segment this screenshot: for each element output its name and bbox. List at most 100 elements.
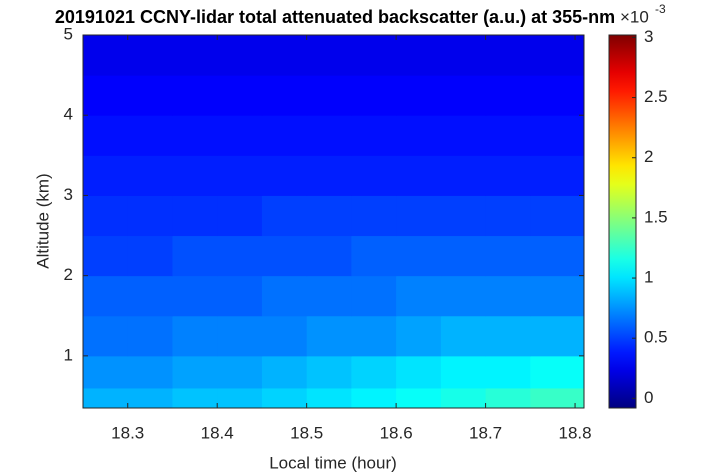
- heatmap-cell: [485, 75, 531, 116]
- heatmap-cell: [306, 155, 352, 196]
- heatmap-cell: [217, 315, 263, 357]
- heatmap-cell: [83, 275, 129, 317]
- heatmap-cell: [172, 235, 218, 277]
- x-tick-label: 18.3: [111, 423, 144, 442]
- heatmap-cell: [217, 387, 263, 409]
- x-tick-label: 18.6: [380, 423, 413, 442]
- heatmap-cell: [440, 35, 487, 76]
- heatmap-cell: [127, 115, 173, 156]
- heatmap-cell: [306, 35, 352, 76]
- heatmap-cell: [396, 315, 442, 357]
- heatmap-cell: [127, 275, 173, 317]
- heatmap-cell: [83, 195, 129, 237]
- heatmap-cell: [127, 155, 173, 196]
- heatmap-cell: [440, 387, 487, 409]
- colorbar-tick-label: 1: [644, 268, 653, 287]
- heatmap-cell: [485, 315, 531, 357]
- heatmap-cell: [530, 387, 585, 409]
- colorbar-tick-label: 2.5: [644, 87, 668, 106]
- heatmap-cell: [172, 275, 218, 317]
- heatmap-cell: [530, 75, 585, 116]
- heatmap-cell: [530, 275, 585, 317]
- colorbar: [608, 34, 637, 409]
- heatmap-cell: [261, 75, 308, 116]
- colorbar-multiplier: ×10: [620, 7, 649, 26]
- chart-title: 20191021 CCNY-lidar total attenuated bac…: [55, 7, 615, 27]
- heatmap-cell: [485, 155, 531, 196]
- heatmap-cell: [351, 155, 397, 196]
- heatmap-cell: [396, 75, 442, 116]
- heatmap-cell: [261, 35, 308, 76]
- y-tick-label: 3: [64, 185, 73, 204]
- heatmap-cell: [127, 315, 173, 357]
- heatmap-cell: [306, 355, 352, 389]
- heatmap-cell: [172, 315, 218, 357]
- heatmap-cell: [83, 355, 129, 389]
- heatmap-cell: [351, 35, 397, 76]
- heatmap-cell: [306, 275, 352, 317]
- heatmap-cell: [172, 355, 218, 389]
- heatmap-cell: [217, 195, 263, 237]
- heatmap-cell: [261, 315, 308, 357]
- x-tick-label: 18.7: [469, 423, 502, 442]
- heatmap-cell: [440, 235, 487, 277]
- x-tick-label: 18.5: [290, 423, 323, 442]
- heatmap-cell: [485, 235, 531, 277]
- heatmap-cell: [217, 275, 263, 317]
- heatmap-cell: [172, 35, 218, 76]
- heatmap-cell: [351, 235, 397, 277]
- colorbar-tick-label: 2: [644, 147, 653, 166]
- heatmap-cell: [172, 155, 218, 196]
- heatmap-cell: [440, 155, 487, 196]
- heatmap-cell: [351, 75, 397, 116]
- x-tick-label: 18.4: [201, 423, 234, 442]
- heatmap-cell: [530, 35, 585, 76]
- heatmap-cell: [440, 75, 487, 116]
- heatmap-cell: [217, 75, 263, 116]
- heatmap-cell: [127, 35, 173, 76]
- heatmap-cell: [485, 387, 531, 409]
- y-tick-label: 2: [64, 265, 73, 284]
- colorbar-tick-label: 3: [644, 27, 653, 46]
- heatmap-cell: [530, 155, 585, 196]
- heatmap-cell: [440, 355, 487, 389]
- heatmap-cell: [396, 235, 442, 277]
- colorbar-tick-label: 0.5: [644, 328, 668, 347]
- heatmap-cell: [217, 35, 263, 76]
- heatmap-cell: [396, 115, 442, 156]
- heatmap-cell: [351, 315, 397, 357]
- heatmap-cell: [83, 315, 129, 357]
- colorbar-tick-label: 1.5: [644, 207, 668, 226]
- heatmap-cell: [261, 275, 308, 317]
- x-axis-label: Local time (hour): [269, 453, 397, 472]
- heatmap-cell: [485, 35, 531, 76]
- heatmap-cell: [172, 115, 218, 156]
- heatmap-cell: [485, 355, 531, 389]
- heatmap-cell: [127, 355, 173, 389]
- heatmap-cell: [261, 115, 308, 156]
- heatmap-cell: [440, 195, 487, 237]
- heatmap-cell: [351, 387, 397, 409]
- y-tick-label: 4: [64, 105, 73, 124]
- heatmap-cell: [261, 355, 308, 389]
- heatmap-cell: [485, 115, 531, 156]
- heatmap-cell: [217, 235, 263, 277]
- heatmap-cell: [396, 155, 442, 196]
- heatmap-cell: [530, 115, 585, 156]
- heatmap-cell: [530, 235, 585, 277]
- colorbar-exponent: -3: [655, 2, 666, 16]
- heatmap-cell: [351, 355, 397, 389]
- y-tick-label: 1: [64, 345, 73, 364]
- heatmap-cell: [172, 75, 218, 116]
- heatmap-cell: [306, 387, 352, 409]
- heatmap-cell: [396, 275, 442, 317]
- heatmap-cell: [351, 275, 397, 317]
- heatmap-cell: [396, 35, 442, 76]
- heatmap-cell: [485, 275, 531, 317]
- heatmap-cell: [351, 195, 397, 237]
- y-axis-label: Altitude (km): [33, 173, 52, 268]
- heatmap-cell: [351, 115, 397, 156]
- heatmap-cell: [172, 387, 218, 409]
- heatmap-cell: [83, 235, 129, 277]
